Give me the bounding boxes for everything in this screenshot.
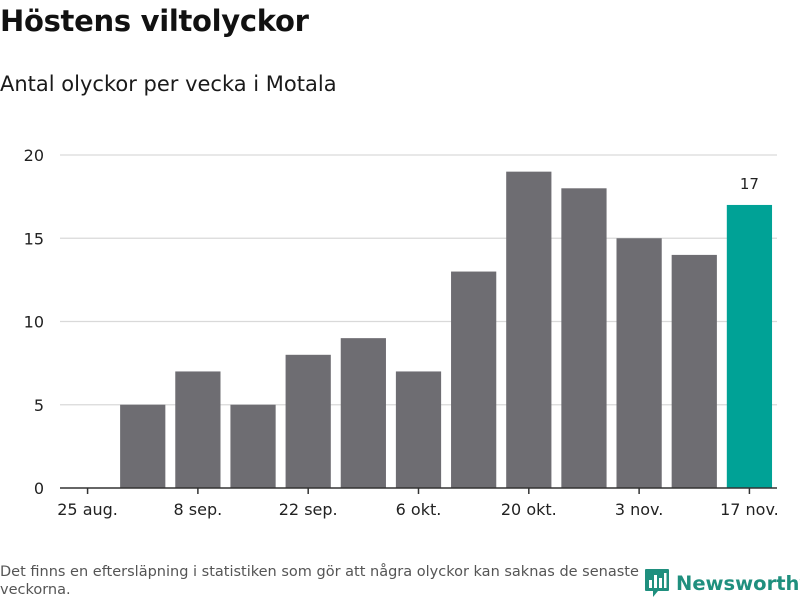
chart-subtitle: Antal olyckor per vecka i Motala [0,72,337,96]
x-tick-label: 6 okt. [396,500,442,519]
x-tick-label: 8 sep. [174,500,223,519]
data-labels: 17 [740,175,759,193]
bar [120,404,166,488]
bar [616,238,662,488]
bar [506,171,552,488]
x-axis [60,487,777,494]
bar [671,254,717,488]
x-tick-label: 17 nov. [720,500,779,519]
x-tick-label: 22 sep. [279,500,338,519]
bar [340,338,386,488]
x-tick-label: 20 okt. [501,500,557,519]
bar [395,371,442,488]
bar-chart: 0 5 10 15 20 25 aug. 8 sep. 22 sep. 6 okt. 20 ok… [24,146,779,519]
x-tick-label: 3 nov. [615,500,664,519]
brand-name: Newsworthy [676,571,800,595]
x-tick-label: 25 aug. [57,500,118,519]
bar-chart-logo-icon [645,569,669,597]
chart-title: Höstens viltolyckor [0,4,309,38]
newsworthy-logo: Newsworthy [644,568,800,598]
footnote: Det finns en eftersläpning i statistiken… [0,564,639,598]
x-axis-labels: 25 aug. 8 sep. 22 sep. 6 okt. 20 okt. 3 nov. 1… [57,500,779,519]
bar [561,188,607,489]
y-tick-label: 10 [24,313,44,332]
y-tick-label: 15 [24,229,44,248]
bar [175,371,221,488]
y-axis-labels: 0 5 10 15 20 [24,146,44,498]
bar [726,204,773,488]
bars [120,171,773,489]
y-tick-label: 0 [34,479,44,498]
bar [285,354,331,488]
y-tick-label: 5 [34,396,44,415]
gridlines [60,154,777,406]
bar [451,271,497,488]
data-label: 17 [740,175,759,193]
bar [230,404,276,488]
y-tick-label: 20 [24,146,44,165]
